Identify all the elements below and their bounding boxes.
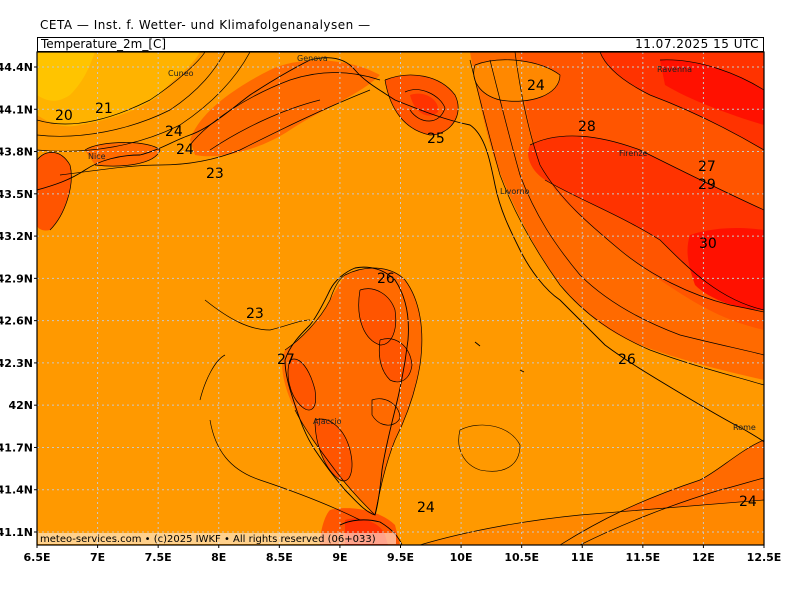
lon-tick-label: 7E (90, 551, 105, 564)
isotherm-label: 30 (699, 236, 717, 252)
lat-tick-label: 41.4N (0, 484, 33, 497)
lat-tick-label: 42.9N (0, 272, 33, 285)
lat-tick-label: 43.2N (0, 230, 33, 243)
isotherm-label: 23 (246, 306, 264, 322)
isotherm-label: 26 (377, 271, 395, 287)
header-organization: CETA — Inst. f. Wetter- und Klimafolgena… (40, 18, 371, 32)
zone-24-north (473, 59, 560, 102)
lon-tick-label: 6.5E (23, 551, 50, 564)
lat-tick-label: 41.7N (0, 441, 33, 454)
lon-tick-label: 10E (450, 551, 473, 564)
lon-tick-label: 10.5E (504, 551, 539, 564)
lon-tick-label: 8.5E (266, 551, 293, 564)
valid-time: 11.07.2025 15 UTC (635, 37, 759, 51)
lat-tick-label: 43.5N (0, 188, 33, 201)
variable-title: Temperature_2m_[C] (41, 37, 167, 51)
lon-tick-label: 12.5E (747, 551, 782, 564)
hot-core-ravenna (660, 59, 764, 126)
isotherm-lines (37, 52, 764, 545)
warm-core-genova-east (410, 93, 439, 116)
hot-core-east (687, 227, 764, 310)
city-label: Livorno (500, 187, 530, 196)
lat-tick-label: 42N (8, 399, 33, 412)
coastlines (37, 57, 764, 545)
city-label: Ravenna (657, 65, 692, 74)
lat-tick-label: 44.4N (0, 61, 33, 74)
lon-tick-label: 9.5E (387, 551, 414, 564)
warm-zone-liguria (190, 60, 380, 157)
lon-tick-label: 12E (692, 551, 715, 564)
lon-tick-label: 7.5E (145, 551, 172, 564)
city-label: Nice (88, 152, 106, 161)
lat-tick-label: 42.6N (0, 315, 33, 328)
lat-tick-label: 41.1N (0, 526, 33, 539)
zone-24-south (420, 500, 764, 545)
lat-tick-label: 44.1N (0, 103, 33, 116)
isotherm-label: 24 (417, 500, 435, 516)
city-labels: Cuneo Genova Nice Livorno Firenze Ravenn… (88, 54, 756, 432)
longitude-labels: 6.5E 7E 7.5E 8E 8.5E 9E 9.5E 10E 10.5E 11E 11.5E 12… (23, 545, 781, 564)
lat-lon-grid (37, 52, 764, 545)
isotherm-label: 24 (739, 494, 757, 510)
isotherm-label: 24 (527, 78, 545, 94)
zone-23-south (458, 424, 521, 472)
isotherm-label: 20 (55, 108, 73, 124)
city-label: Cuneo (168, 69, 194, 78)
isotherm-label: 23 (206, 166, 224, 182)
isotherm-label: 26 (618, 352, 636, 368)
footer-backdrop (38, 533, 396, 544)
isotherm-label: 24 (176, 142, 194, 158)
warm-core-ajaccio (315, 419, 352, 481)
city-label: Genova (297, 54, 328, 63)
warm-core-corsica-north (358, 288, 396, 345)
latitude-labels: 44.4N 44.1N 43.8N 43.5N 43.2N 42.9N 42.6N 42.3N… (0, 61, 37, 539)
lat-tick-label: 42.3N (0, 357, 33, 370)
isotherm-label: 21 (95, 101, 113, 117)
isotherm-label: 27 (277, 352, 295, 368)
lat-tick-label: 43.8N (0, 146, 33, 159)
city-label: Firenze (619, 149, 648, 158)
warm-core-corsica-west (288, 359, 316, 410)
isotherm-label: 27 (698, 159, 716, 175)
isotherm-label: 25 (427, 131, 445, 147)
city-label: Ajaccio (313, 417, 342, 426)
lon-tick-label: 11E (571, 551, 594, 564)
lon-tick-label: 8E (211, 551, 226, 564)
lon-tick-label: 9E (332, 551, 347, 564)
copyright-footer: meteo-services.com • (c)2025 IWKF • All … (40, 534, 376, 545)
cool-zone-alps-core (37, 52, 95, 101)
isotherm-label: 28 (578, 119, 596, 135)
isotherm-value-labels: 20 21 24 24 23 24 25 28 27 29 30 26 23 2… (55, 78, 757, 516)
isotherm-label: 29 (698, 177, 716, 193)
city-label: Rome (733, 423, 756, 432)
isotherm-label: 24 (165, 124, 183, 140)
warm-core-corsica-mid (379, 338, 412, 382)
lon-tick-label: 11.5E (626, 551, 661, 564)
